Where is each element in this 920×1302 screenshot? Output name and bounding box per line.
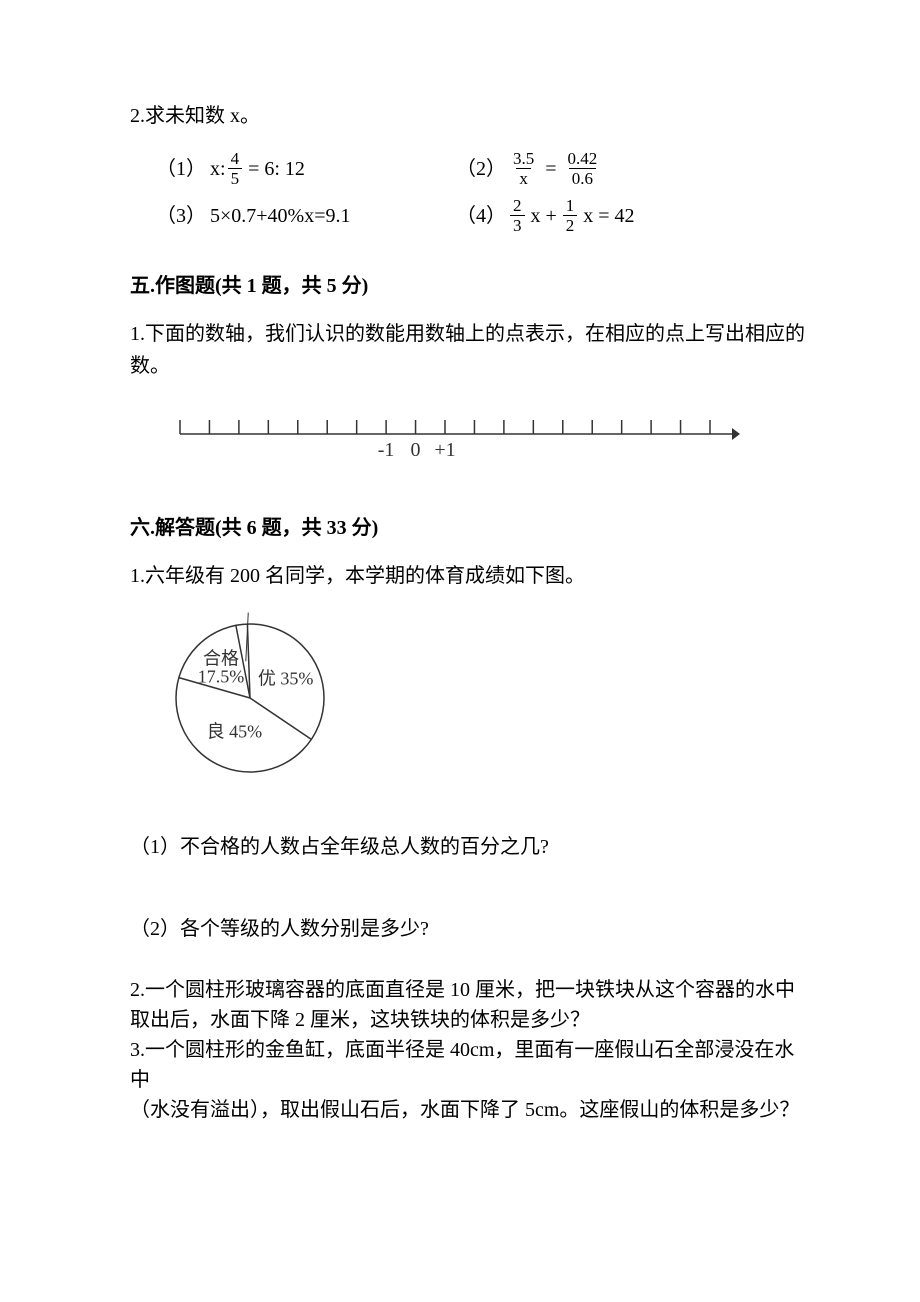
eq4-t2: 1 2: [563, 197, 578, 234]
svg-text:17.5%: 17.5%: [198, 666, 245, 686]
eq1-frac: 4 5: [228, 150, 243, 187]
section6-q2-q3: 2.一个圆柱形玻璃容器的底面直径是 10 厘米，把一块铁块从这个容器的水中取出后…: [130, 975, 810, 1125]
piechart-diagram: 不合格优 35%合格17.5%良 45%: [140, 612, 810, 797]
eq1-label: （1）: [156, 153, 206, 185]
section6-title: 六.解答题(共 6 题，共 33 分): [130, 512, 810, 544]
svg-text:良 45%: 良 45%: [207, 722, 262, 742]
eq3-label: （3）: [156, 200, 206, 232]
eq2-lhs: 3.5 x: [510, 150, 537, 187]
svg-text:-1: -1: [378, 439, 395, 461]
section5-title: 五.作图题(共 1 题，共 5 分): [130, 270, 810, 302]
eq1-prefix: x:: [210, 153, 226, 185]
numberline-diagram: -1 0 +1: [160, 406, 810, 476]
piechart-svg: 不合格优 35%合格17.5%良 45%: [140, 612, 380, 787]
section6-q1-sub2: （2）各个等级的人数分别是多少?: [130, 913, 810, 945]
eq4-mid1: x +: [531, 200, 557, 232]
eq2-label: （2）: [456, 153, 506, 185]
eq2-eq: =: [545, 153, 556, 185]
eq1-frac-den: 5: [228, 168, 243, 187]
eq2-rhs: 0.42 0.6: [565, 150, 601, 187]
section6-q3a: 3.一个圆柱形的金鱼缸，底面半径是 40cm，里面有一座假山石全部浸没在水中: [130, 1035, 810, 1095]
svg-text:优 35%: 优 35%: [258, 668, 314, 688]
eq1-suffix: = 6: 12: [248, 153, 305, 185]
eq4-mid2: x = 42: [583, 200, 634, 232]
section6-q1-sub1: （1）不合格的人数占全年级总人数的百分之几?: [130, 831, 810, 863]
numberline-svg: -1 0 +1: [160, 406, 740, 466]
svg-text:+1: +1: [434, 439, 455, 461]
svg-text:合格: 合格: [203, 648, 239, 668]
section6-q1-stem: 1.六年级有 200 名同学，本学期的体育成绩如下图。: [130, 560, 810, 592]
eq-item-3: （3） 5×0.7+40%x=9.1: [156, 200, 456, 232]
q2-stem: 2.求未知数 x。: [130, 100, 810, 132]
eq4-t2-den: 2: [563, 215, 578, 234]
eq2-rhs-num: 0.42: [565, 150, 601, 168]
eq-item-2: （2） 3.5 x = 0.42 0.6: [456, 150, 602, 187]
eq1-frac-num: 4: [228, 150, 243, 168]
eq3-plain: 5×0.7+40%x=9.1: [210, 200, 351, 232]
eq4-label: （4）: [456, 200, 506, 232]
section5-q1: 1.下面的数轴，我们认识的数能用数轴上的点表示，在相应的点上写出相应的数。: [130, 318, 810, 382]
eq-row-1: （1） x: 4 5 = 6: 12 （2） 3.5 x = 0.42 0.6: [156, 150, 810, 187]
eq2-lhs-num: 3.5: [510, 150, 537, 168]
eq4-t2-num: 1: [563, 197, 578, 215]
section6-q3b: （水没有溢出），取出假山石后，水面下降了 5cm。这座假山的体积是多少？: [130, 1095, 810, 1125]
section6-q2: 2.一个圆柱形玻璃容器的底面直径是 10 厘米，把一块铁块从这个容器的水中取出后…: [130, 975, 810, 1035]
eq4-t1-den: 3: [510, 215, 525, 234]
eq-row-2: （3） 5×0.7+40%x=9.1 （4） 2 3 x + 1 2 x = 4…: [156, 197, 810, 234]
eq2-rhs-den: 0.6: [569, 168, 596, 187]
eq-item-4: （4） 2 3 x + 1 2 x = 42: [456, 197, 635, 234]
eq4-t1-num: 2: [510, 197, 525, 215]
eq4-t1: 2 3: [510, 197, 525, 234]
svg-text:0: 0: [411, 439, 421, 461]
eq2-lhs-den: x: [516, 168, 531, 187]
eq-item-1: （1） x: 4 5 = 6: 12: [156, 150, 456, 187]
